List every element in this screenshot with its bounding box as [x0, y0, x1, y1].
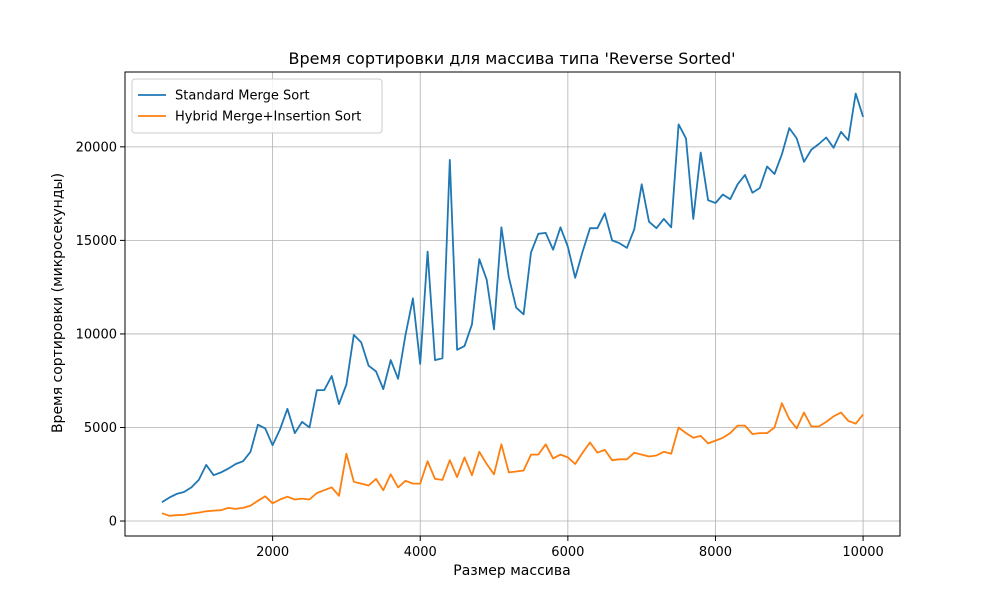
y-tick-label: 5000 — [84, 421, 117, 436]
legend-box — [131, 78, 383, 134]
x-tick-label: 6000 — [551, 545, 584, 560]
legend: Standard Merge Sort Hybrid Merge+Insertio… — [131, 78, 383, 134]
chart-title: Время сортировки для массива типа 'Rever… — [289, 49, 736, 68]
legend-label-2: Hybrid Merge+Insertion Sort — [175, 110, 361, 125]
series-line-2 — [161, 402, 864, 517]
x-axis-ticks: 2000 4000 6000 8000 10000 — [256, 536, 884, 560]
x-axis-label: Размер массива — [453, 563, 570, 579]
y-tick-label: 15000 — [76, 234, 117, 249]
x-tick-label: 2000 — [256, 545, 289, 560]
y-axis-ticks: 0 5000 10000 15000 20000 — [76, 140, 125, 530]
series-line-1 — [161, 92, 864, 504]
plot-frame — [124, 71, 901, 537]
y-tick-label: 20000 — [76, 140, 117, 155]
x-tick-label: 10000 — [842, 545, 883, 560]
legend-label-1: Standard Merge Sort — [175, 89, 310, 104]
y-tick-label: 0 — [109, 515, 117, 530]
y-tick-label: 10000 — [76, 327, 117, 342]
grid — [125, 72, 900, 536]
y-axis-label: Время сортировки (микросекунды) — [50, 173, 66, 433]
x-tick-label: 8000 — [699, 545, 732, 560]
x-tick-label: 4000 — [404, 545, 437, 560]
series-lines — [161, 92, 864, 517]
